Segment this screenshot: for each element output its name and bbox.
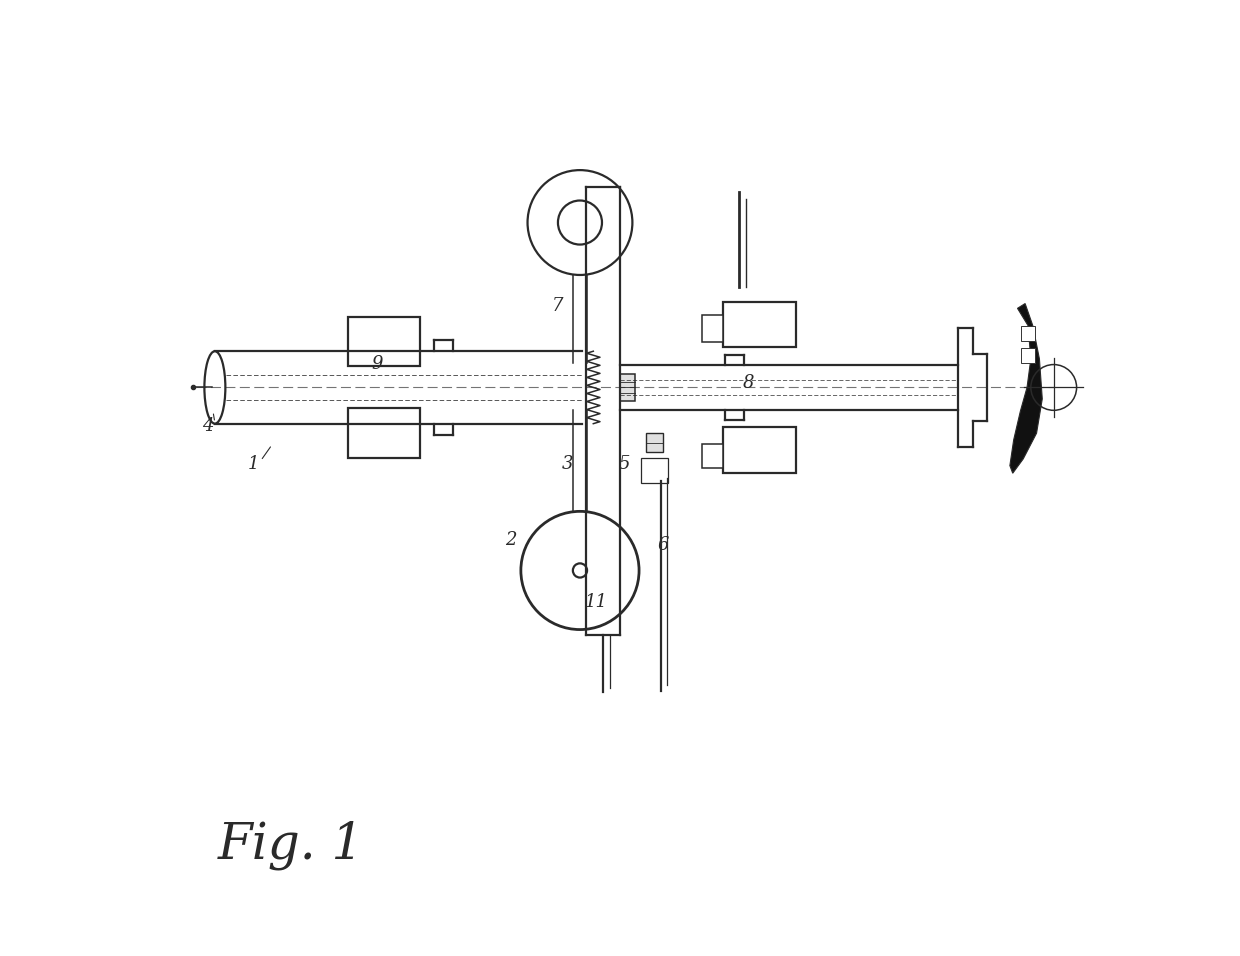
Text: 8: 8 <box>743 374 754 392</box>
FancyBboxPatch shape <box>641 458 667 483</box>
FancyBboxPatch shape <box>1022 348 1034 362</box>
Text: Fig. 1: Fig. 1 <box>218 820 365 870</box>
FancyBboxPatch shape <box>646 433 663 452</box>
FancyBboxPatch shape <box>723 302 796 347</box>
Text: 9: 9 <box>371 355 383 373</box>
FancyBboxPatch shape <box>620 374 635 401</box>
FancyBboxPatch shape <box>723 427 796 473</box>
Text: 3: 3 <box>562 455 573 472</box>
Text: 11: 11 <box>585 593 608 611</box>
Text: 5: 5 <box>619 455 630 472</box>
Text: 2: 2 <box>505 531 516 549</box>
Text: 6: 6 <box>657 535 668 554</box>
PathPatch shape <box>1009 304 1043 473</box>
FancyBboxPatch shape <box>702 444 723 467</box>
Text: 4: 4 <box>202 417 215 435</box>
FancyBboxPatch shape <box>348 408 420 458</box>
FancyBboxPatch shape <box>348 316 420 366</box>
Text: 7: 7 <box>552 297 564 315</box>
FancyBboxPatch shape <box>702 315 723 341</box>
FancyBboxPatch shape <box>1022 326 1034 340</box>
Text: 1: 1 <box>247 455 259 472</box>
